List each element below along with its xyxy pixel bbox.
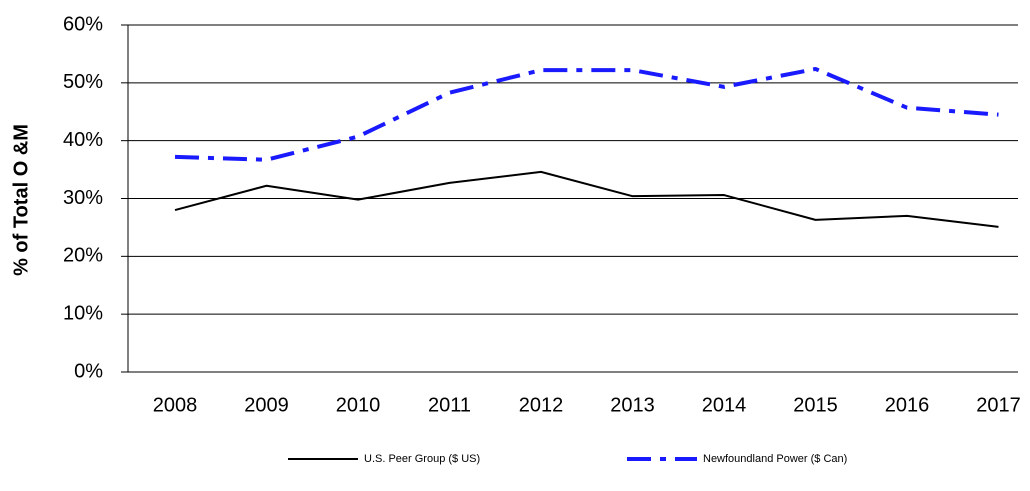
x-tick-label: 2016	[885, 394, 930, 416]
y-tick-label: 60%	[63, 13, 103, 35]
y-tick-label: 50%	[63, 71, 103, 93]
legend-label: U.S. Peer Group ($ US)	[364, 453, 480, 465]
x-tick-label: 2012	[519, 394, 564, 416]
y-tick-label: 10%	[63, 302, 103, 324]
x-tick-label: 2017	[976, 394, 1021, 416]
x-tick-label: 2014	[702, 394, 747, 416]
series-line	[174, 66, 999, 162]
series-line	[174, 170, 999, 228]
y-tick-label: 0%	[74, 360, 103, 382]
x-tick-label: 2011	[428, 394, 471, 416]
x-tick-label: 2010	[336, 394, 381, 416]
legend-label: Newfoundland Power ($ Can)	[703, 453, 847, 465]
x-tick-label: 2008	[153, 394, 198, 416]
x-tick-label: 2009	[244, 394, 289, 416]
x-tick-label: 2013	[610, 394, 655, 416]
y-tick-label: 20%	[63, 245, 103, 267]
y-axis-label: % of Total O &M	[10, 124, 32, 276]
y-tick-label: 40%	[63, 129, 103, 151]
y-tick-label: 30%	[63, 187, 103, 209]
x-tick-label: 2015	[793, 394, 838, 416]
